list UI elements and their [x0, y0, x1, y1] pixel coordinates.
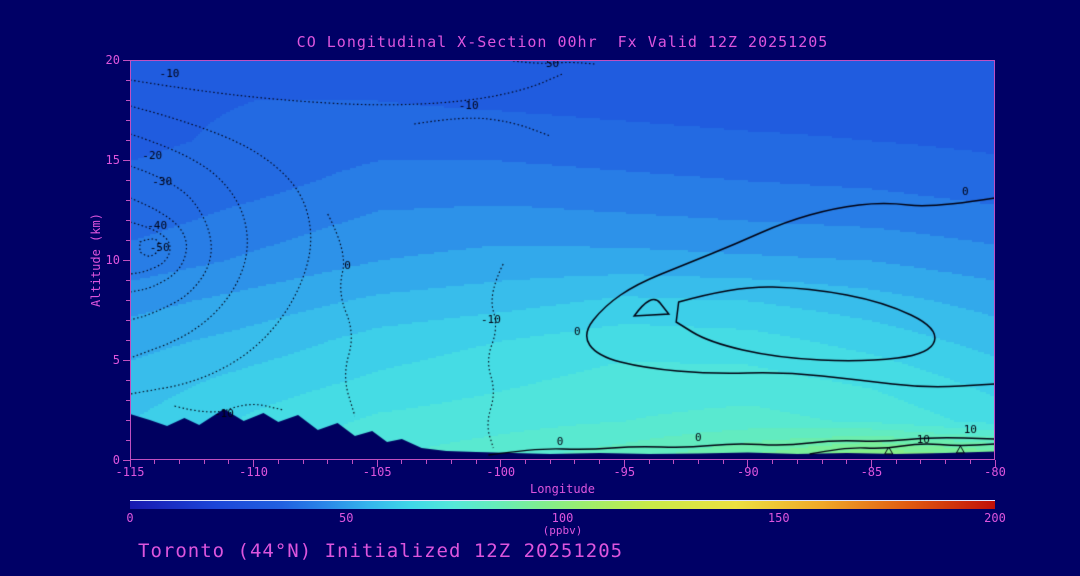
x-tick [277, 460, 279, 464]
colorbar-tick-label: 0 [126, 511, 134, 525]
y-tick [126, 339, 130, 341]
colorbar-tick-label: 150 [767, 511, 790, 525]
x-tick [747, 460, 749, 467]
x-tick [253, 460, 255, 467]
y-tick [126, 319, 130, 321]
y-axis-title: Altitude (km) [89, 213, 103, 307]
y-tick [126, 139, 130, 141]
x-tick [327, 460, 329, 464]
colorbar-tick-label: 200 [984, 511, 1006, 525]
y-tick [126, 79, 130, 81]
x-tick [870, 460, 872, 467]
x-tick-label: -85 [860, 465, 883, 479]
y-tick [126, 179, 130, 181]
x-tick [401, 460, 403, 464]
y-tick [126, 99, 130, 101]
x-tick [228, 460, 230, 464]
x-tick [154, 460, 156, 464]
x-tick [426, 460, 428, 464]
colorbar [130, 500, 995, 509]
y-tick-label: 15 [105, 153, 120, 167]
x-tick [500, 460, 502, 467]
x-tick [599, 460, 601, 464]
x-axis-title: Longitude [529, 482, 596, 496]
x-tick [945, 460, 947, 464]
x-tick [623, 460, 625, 467]
x-tick [821, 460, 823, 464]
y-tick [126, 299, 130, 301]
x-tick [178, 460, 180, 464]
x-tick [969, 460, 971, 464]
y-tick [123, 459, 130, 461]
y-tick [126, 379, 130, 381]
x-tick [129, 460, 131, 467]
x-tick [895, 460, 897, 464]
x-tick [722, 460, 724, 464]
x-tick [302, 460, 304, 464]
y-tick [126, 239, 130, 241]
y-tick [123, 259, 130, 261]
x-tick [772, 460, 774, 464]
y-tick [123, 359, 130, 361]
y-tick-label: 0 [112, 453, 120, 467]
x-tick [475, 460, 477, 464]
x-tick [549, 460, 551, 464]
x-tick-label: -95 [613, 465, 636, 479]
x-tick [376, 460, 378, 467]
y-tick [126, 219, 130, 221]
y-tick-label: 20 [105, 53, 120, 67]
x-tick-label: -115 [115, 465, 145, 479]
y-tick [126, 439, 130, 441]
y-tick-label: 10 [105, 253, 120, 267]
x-tick [450, 460, 452, 464]
footer-annotation: Toronto (44°N) Initialized 12Z 20251205 [138, 540, 624, 562]
x-tick [203, 460, 205, 464]
colorbar-unit-label: (ppbv) [542, 524, 583, 537]
x-tick [697, 460, 699, 464]
colorbar-tick-label: 100 [551, 511, 574, 525]
x-tick-label: -80 [984, 465, 1006, 479]
y-tick [123, 59, 130, 61]
y-tick [126, 119, 130, 121]
y-tick [126, 199, 130, 201]
x-tick [648, 460, 650, 464]
chart-title: CO Longitudinal X-Section 00hr Fx Valid … [296, 33, 829, 51]
x-tick [920, 460, 922, 464]
x-tick-label: -105 [362, 465, 392, 479]
y-tick [123, 159, 130, 161]
x-tick-label: -100 [486, 465, 516, 479]
x-tick [846, 460, 848, 464]
y-tick [126, 279, 130, 281]
x-tick-label: -90 [737, 465, 759, 479]
y-tick [126, 399, 130, 401]
y-tick [126, 419, 130, 421]
x-tick [796, 460, 798, 464]
x-tick [994, 460, 996, 467]
x-tick [574, 460, 576, 464]
x-tick [351, 460, 353, 464]
x-tick [524, 460, 526, 464]
contour-plot-canvas [130, 60, 995, 460]
colorbar-tick-label: 50 [339, 511, 354, 525]
x-tick [673, 460, 675, 464]
x-tick-label: -110 [239, 465, 269, 479]
y-tick-label: 5 [112, 353, 120, 367]
